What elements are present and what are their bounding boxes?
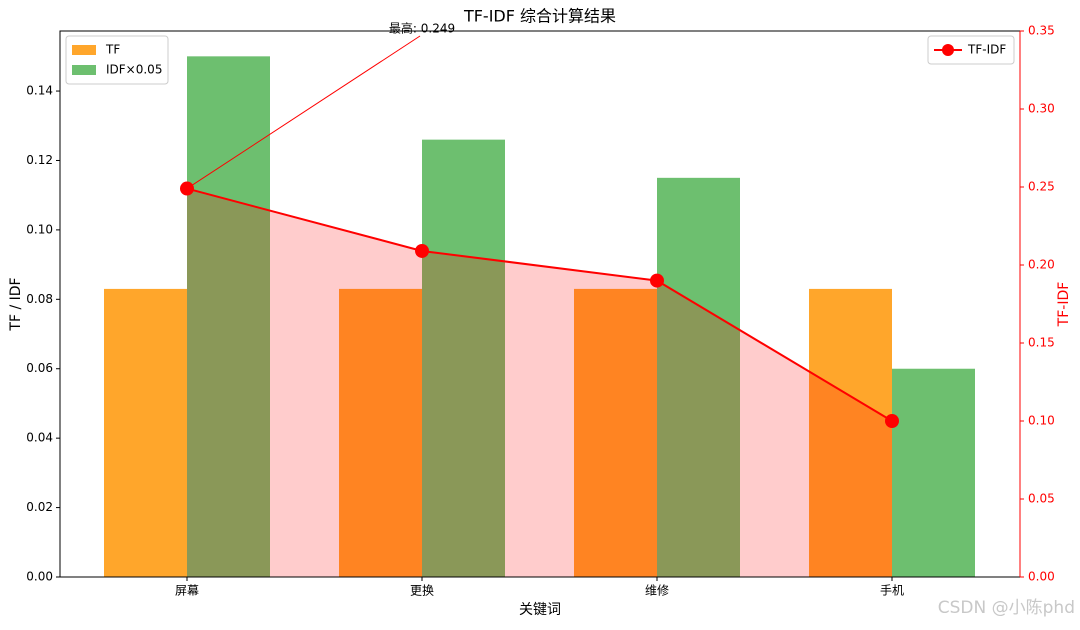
marker: [885, 414, 899, 428]
legend-box: [927, 35, 1015, 65]
y-tick-label: 0.02: [26, 500, 53, 514]
y-tick-label: 0.12: [26, 153, 53, 167]
legend-label: TF-IDF: [967, 43, 1006, 57]
bar: [422, 139, 505, 577]
y-tick-label: 0.08: [26, 292, 53, 306]
bar: [809, 288, 892, 577]
y2-tick-label: 0.15: [1028, 336, 1055, 350]
x-tick-label: 屏幕: [175, 584, 199, 598]
marker: [415, 243, 429, 258]
bar: [574, 288, 657, 577]
bar: [657, 177, 740, 577]
y2-axis-label: TF-IDF: [1056, 282, 1072, 328]
chart-title: TF-IDF 综合计算结果: [463, 7, 616, 26]
legend-label: TF: [105, 43, 120, 57]
y-tick-label: 0.06: [26, 361, 53, 375]
bar: [104, 288, 187, 577]
y-tick-label: 0.04: [26, 431, 53, 445]
x-tick-label: 更换: [410, 584, 434, 598]
bar: [339, 288, 422, 577]
area-fill: [187, 188, 892, 577]
x-tick-label: 维修: [645, 583, 669, 598]
y2-tick-label: 0.05: [1028, 492, 1055, 506]
y-tick-label: 0.14: [26, 84, 53, 98]
y2-tick-label: 0.00: [1028, 570, 1055, 584]
y2-tick-label: 0.25: [1028, 180, 1055, 194]
y2-tick-label: 0.10: [1028, 414, 1055, 428]
annotation-arrow: [186, 35, 421, 189]
y-tick-label: 0.00: [26, 570, 53, 584]
x-axis-label: 关键词: [519, 602, 561, 618]
y2-tick-label: 0.35: [1028, 24, 1055, 38]
watermark: CSDN @小陈phd: [938, 598, 1075, 618]
y-tick-label: 0.10: [26, 222, 53, 236]
y2-tick-label: 0.30: [1028, 102, 1055, 116]
annotation-text: 最高: 0.249: [389, 21, 455, 36]
x-tick-label: 手机: [880, 584, 904, 598]
bar: [892, 368, 975, 577]
line: [186, 187, 893, 422]
legend-swatch: [72, 65, 96, 75]
legend-label: IDF×0.05: [106, 63, 162, 77]
y2-tick-label: 0.20: [1028, 258, 1055, 272]
marker: [650, 273, 664, 288]
legend-swatch: [72, 45, 96, 55]
legend-marker: [942, 44, 954, 56]
y-axis-label: TF / IDF: [8, 277, 24, 331]
